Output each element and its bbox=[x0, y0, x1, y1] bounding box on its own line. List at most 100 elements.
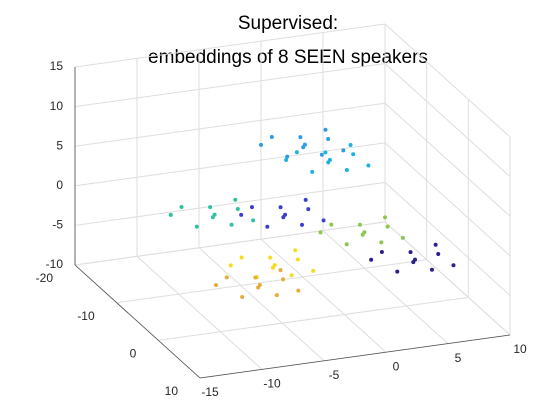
x-axis bbox=[199, 334, 511, 379]
point bbox=[436, 251, 441, 256]
grid-line bbox=[384, 23, 511, 138]
point bbox=[229, 222, 234, 227]
point bbox=[311, 268, 316, 273]
z-tick-label: -10 bbox=[46, 257, 64, 271]
point bbox=[265, 224, 270, 229]
point bbox=[253, 275, 258, 280]
point bbox=[268, 255, 273, 260]
point bbox=[344, 242, 349, 247]
x-tick-label: -5 bbox=[329, 368, 340, 382]
y-tick-label: -20 bbox=[36, 271, 54, 285]
point bbox=[369, 257, 374, 262]
grid-line bbox=[136, 256, 263, 370]
point bbox=[228, 263, 233, 268]
grid-line bbox=[198, 247, 325, 362]
point bbox=[285, 154, 290, 159]
chart-title: embeddings of 8 SEEN speakers bbox=[148, 47, 428, 68]
point bbox=[348, 142, 353, 147]
point bbox=[251, 218, 256, 223]
y-tick-label: -10 bbox=[77, 309, 95, 323]
grid-line bbox=[384, 221, 511, 336]
point bbox=[270, 265, 275, 270]
point bbox=[411, 260, 416, 265]
point bbox=[259, 142, 264, 147]
point bbox=[326, 160, 331, 165]
point bbox=[213, 283, 218, 288]
point bbox=[294, 150, 299, 155]
point bbox=[429, 267, 434, 272]
point bbox=[168, 212, 173, 217]
z-tick-label: 5 bbox=[56, 138, 63, 152]
point bbox=[269, 135, 274, 140]
point bbox=[344, 167, 349, 172]
grid-line bbox=[322, 230, 449, 344]
point bbox=[194, 224, 199, 229]
point bbox=[341, 148, 346, 153]
point bbox=[256, 285, 261, 290]
point bbox=[451, 263, 456, 268]
x-tick-label: -10 bbox=[263, 377, 281, 391]
x-tick-label: 0 bbox=[393, 359, 400, 373]
point bbox=[303, 197, 308, 202]
point bbox=[210, 215, 215, 220]
point bbox=[284, 158, 289, 163]
point bbox=[323, 127, 328, 132]
point bbox=[379, 240, 384, 245]
point bbox=[306, 207, 311, 212]
grid-line bbox=[384, 63, 511, 177]
point bbox=[310, 169, 315, 174]
point bbox=[360, 232, 365, 237]
grid-line bbox=[74, 23, 386, 68]
point bbox=[281, 277, 286, 282]
point bbox=[281, 215, 286, 220]
point bbox=[400, 235, 405, 240]
y-tick-label: 10 bbox=[165, 384, 179, 398]
z-tick-label: 15 bbox=[50, 59, 64, 73]
y-axis bbox=[74, 264, 201, 379]
point bbox=[323, 150, 328, 155]
point bbox=[366, 163, 371, 168]
point bbox=[240, 294, 245, 299]
point bbox=[321, 218, 326, 223]
point bbox=[235, 207, 240, 212]
point bbox=[278, 268, 283, 273]
point bbox=[298, 135, 303, 140]
point bbox=[208, 205, 213, 210]
grid-line bbox=[260, 238, 387, 353]
point bbox=[295, 257, 300, 262]
point bbox=[383, 215, 388, 220]
grid-line bbox=[74, 221, 386, 266]
point bbox=[326, 137, 331, 142]
x-tick-label: -15 bbox=[201, 385, 219, 399]
z-tick-label: 10 bbox=[50, 99, 64, 113]
point bbox=[224, 275, 229, 280]
point bbox=[351, 152, 356, 157]
point bbox=[301, 145, 306, 150]
grid-line bbox=[116, 259, 427, 304]
grid-line bbox=[74, 142, 386, 187]
z-tick-label: -5 bbox=[52, 218, 63, 232]
grid-line bbox=[158, 296, 469, 341]
point bbox=[289, 273, 294, 278]
point bbox=[233, 197, 238, 202]
point bbox=[239, 212, 244, 217]
point bbox=[296, 288, 301, 293]
point bbox=[357, 222, 362, 227]
point bbox=[179, 205, 184, 210]
grid-line bbox=[74, 102, 386, 147]
point bbox=[293, 248, 298, 253]
grid-line bbox=[74, 181, 386, 226]
point bbox=[274, 293, 279, 298]
x-tick-label: 5 bbox=[455, 351, 462, 365]
grid-line bbox=[74, 63, 386, 108]
x-tick-label: 10 bbox=[513, 342, 527, 356]
point bbox=[433, 242, 438, 247]
y-tick-label: 0 bbox=[130, 347, 137, 361]
point bbox=[379, 249, 384, 254]
grid-line bbox=[384, 182, 511, 296]
grid-line bbox=[384, 142, 511, 257]
point bbox=[395, 269, 400, 274]
point bbox=[329, 222, 334, 227]
